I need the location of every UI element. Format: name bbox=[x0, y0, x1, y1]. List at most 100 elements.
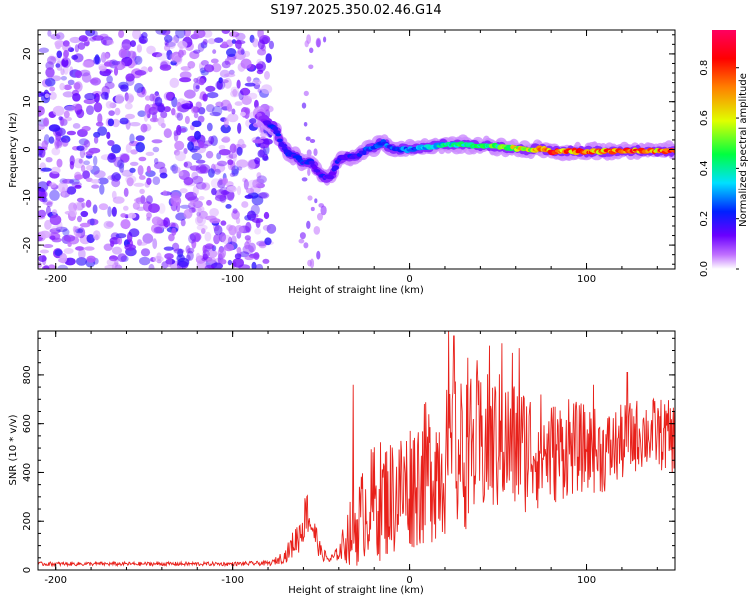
signal-core bbox=[328, 171, 337, 176]
colorbar-ticks: 0.0 0.2 0.4 0.6 0.8 bbox=[699, 60, 739, 277]
noise-blob bbox=[183, 177, 194, 186]
noise-blob bbox=[62, 178, 75, 184]
noise-blob bbox=[212, 49, 217, 54]
noise-blob bbox=[245, 221, 252, 233]
noise-blob bbox=[66, 186, 77, 195]
noise-blob bbox=[183, 161, 188, 168]
noise-blob bbox=[316, 250, 321, 260]
noise-blob bbox=[86, 255, 96, 263]
snr-panel: -200 -100 0 100 0 200 400 600 800 Height of str… bbox=[8, 330, 676, 596]
noise-blob bbox=[106, 221, 115, 228]
noise-blob bbox=[208, 249, 218, 258]
noise-blob bbox=[47, 30, 52, 37]
noise-blob bbox=[138, 175, 146, 180]
noise-blob bbox=[49, 182, 57, 188]
noise-blob bbox=[124, 244, 136, 251]
noise-blob bbox=[177, 49, 184, 58]
noise-blob bbox=[204, 243, 214, 250]
noise-blob bbox=[117, 253, 127, 263]
noise-blob bbox=[176, 112, 183, 121]
noise-blob bbox=[198, 196, 205, 201]
noise-blob bbox=[114, 256, 119, 267]
noise-blob bbox=[174, 140, 185, 151]
noise-blob bbox=[102, 39, 107, 45]
noise-blob bbox=[179, 77, 192, 83]
noise-blob bbox=[111, 262, 121, 269]
noise-blob bbox=[235, 39, 242, 49]
noise-blob bbox=[90, 179, 100, 184]
noise-blob bbox=[52, 209, 58, 216]
colorbar-gradient bbox=[712, 30, 736, 269]
noise-blob bbox=[251, 261, 257, 269]
noise-blob bbox=[135, 142, 145, 153]
noise-blob bbox=[129, 133, 135, 144]
noise-blob bbox=[234, 101, 243, 106]
signal-core bbox=[332, 165, 339, 170]
noise-blob bbox=[84, 246, 95, 251]
noise-blob bbox=[176, 124, 182, 136]
noise-blob bbox=[197, 115, 205, 123]
noise-blob bbox=[255, 63, 264, 70]
noise-blob bbox=[227, 113, 239, 123]
noise-blob bbox=[149, 117, 159, 123]
noise-blob bbox=[202, 93, 208, 102]
noise-blob bbox=[83, 160, 90, 166]
noise-blob bbox=[303, 242, 309, 249]
noise-blob bbox=[256, 175, 267, 184]
noise-blob bbox=[177, 40, 188, 49]
noise-blob bbox=[306, 220, 311, 229]
noise-blob bbox=[56, 50, 63, 59]
noise-blob bbox=[81, 72, 92, 83]
noise-blob bbox=[47, 264, 56, 269]
noise-blob bbox=[115, 93, 125, 105]
noise-blob bbox=[39, 230, 51, 239]
noise-blob bbox=[209, 218, 221, 224]
noise-blob bbox=[228, 69, 235, 75]
noise-blob bbox=[143, 111, 149, 122]
noise-blob bbox=[127, 212, 137, 219]
noise-blob bbox=[69, 209, 77, 217]
noise-blob bbox=[241, 143, 247, 149]
noise-blob bbox=[192, 185, 199, 197]
noise-blob bbox=[156, 52, 168, 61]
noise-blob bbox=[154, 96, 163, 107]
noise-blob bbox=[86, 165, 93, 171]
noise-blob bbox=[155, 30, 167, 35]
noise-blob bbox=[48, 136, 55, 144]
noise-blob bbox=[179, 188, 188, 194]
noise-blob bbox=[38, 47, 50, 54]
noise-blob bbox=[159, 172, 168, 179]
noise-blob bbox=[197, 205, 205, 213]
noise-blob bbox=[175, 151, 186, 162]
noise-blob bbox=[105, 101, 114, 109]
noise-blob bbox=[125, 113, 135, 120]
noise-blob bbox=[263, 211, 270, 220]
noise-blob bbox=[74, 44, 80, 53]
noise-blob bbox=[152, 146, 160, 153]
noise-blob bbox=[173, 248, 185, 254]
signal-core bbox=[308, 160, 315, 165]
noise-blob bbox=[257, 30, 264, 39]
noise-blob bbox=[183, 30, 191, 38]
noise-blob bbox=[227, 259, 233, 266]
noise-blob bbox=[63, 248, 74, 254]
noise-blob bbox=[237, 47, 245, 55]
noise-blob bbox=[124, 102, 133, 110]
noise-blob bbox=[218, 149, 231, 156]
x-tick-label: 0 bbox=[406, 575, 412, 586]
noise-blob bbox=[80, 165, 86, 172]
noise-blob bbox=[38, 124, 45, 130]
noise-blob bbox=[38, 255, 47, 262]
noise-blob bbox=[67, 47, 75, 53]
noise-blob bbox=[264, 105, 274, 113]
noise-blob bbox=[74, 228, 84, 234]
noise-blob bbox=[208, 168, 215, 178]
noise-blob bbox=[170, 195, 182, 207]
snr-frame bbox=[37, 330, 676, 571]
noise-blob bbox=[217, 247, 227, 259]
noise-blob bbox=[194, 130, 201, 140]
noise-blob bbox=[209, 111, 221, 117]
noise-blob bbox=[73, 158, 85, 169]
